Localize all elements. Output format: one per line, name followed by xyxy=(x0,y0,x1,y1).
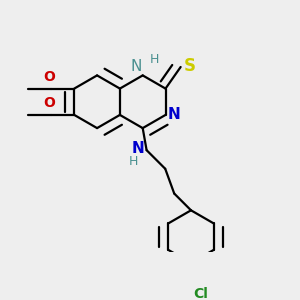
Text: H: H xyxy=(128,155,138,168)
Text: N: N xyxy=(132,141,145,156)
Text: Cl: Cl xyxy=(193,287,208,300)
Text: O: O xyxy=(44,70,55,84)
Text: N: N xyxy=(130,59,142,74)
Text: N: N xyxy=(168,107,181,122)
Text: S: S xyxy=(184,57,196,75)
Text: H: H xyxy=(150,53,159,66)
Text: O: O xyxy=(44,96,55,110)
